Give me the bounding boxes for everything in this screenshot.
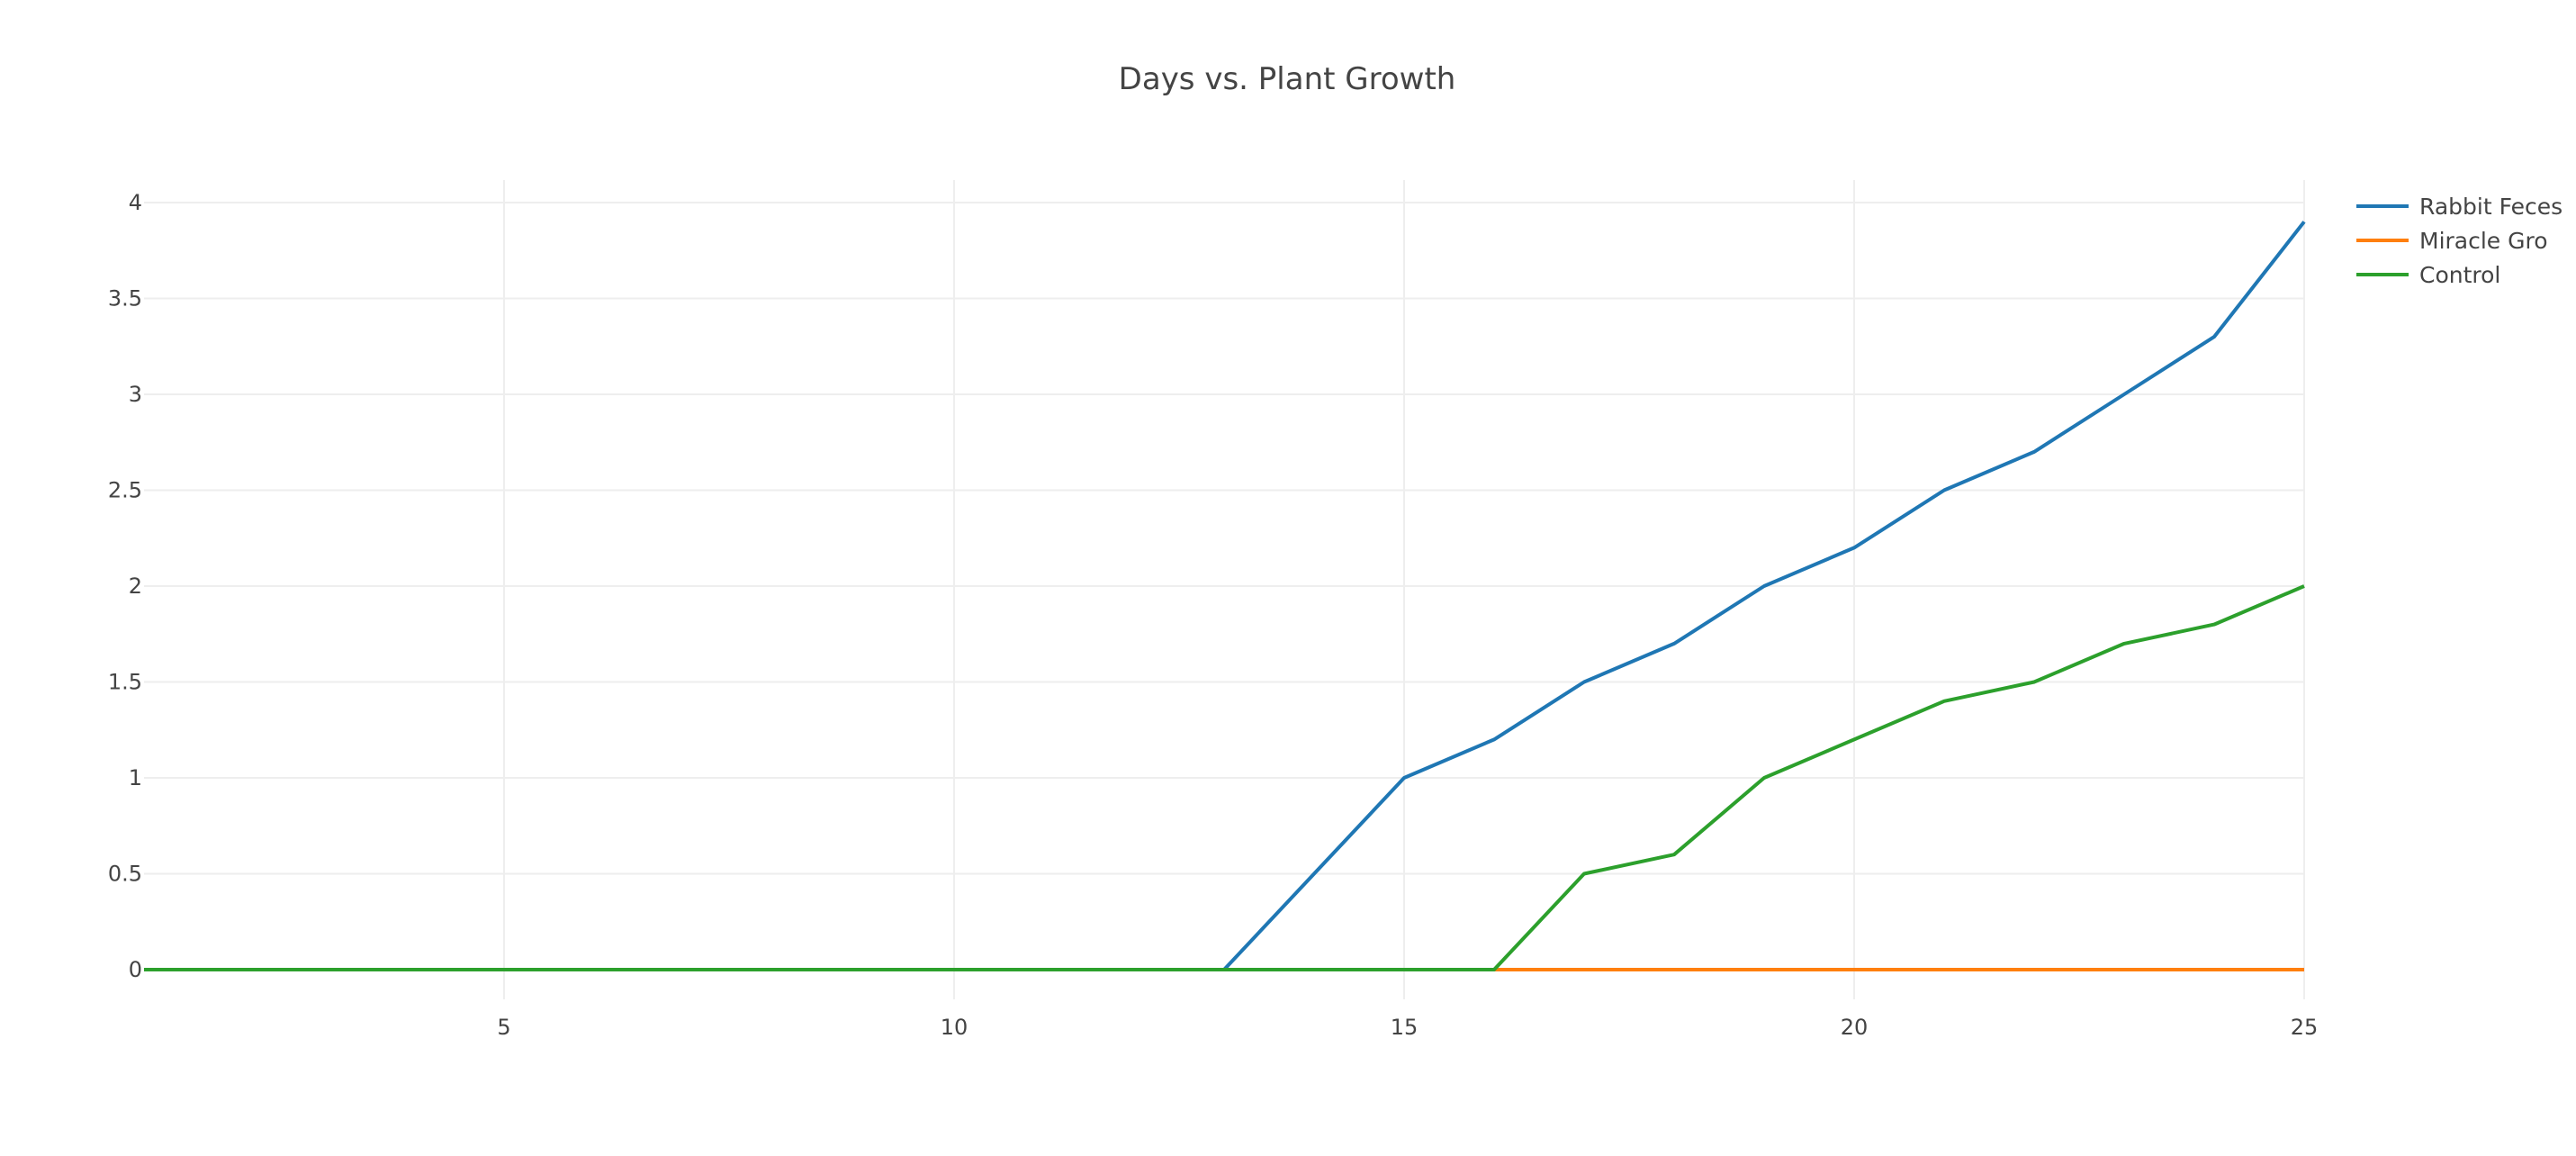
legend-item[interactable]: Rabbit Feces	[2356, 194, 2562, 220]
y-tick-label: 4	[129, 190, 142, 215]
legend-label: Miracle Gro	[2419, 228, 2548, 254]
y-tick-label: 0	[129, 957, 142, 982]
x-tick-label: 25	[2291, 1015, 2319, 1040]
y-tick-label: 1.5	[108, 670, 142, 695]
chart-title: Days vs. Plant Growth	[1119, 61, 1456, 97]
x-tick-label: 5	[497, 1015, 510, 1040]
plot-area	[144, 221, 2306, 971]
x-axis: 5 10 15 20 25	[497, 1015, 2318, 1040]
x-tick-label: 10	[941, 1015, 968, 1040]
legend-label: Rabbit Feces	[2419, 194, 2562, 220]
legend-label: Control	[2419, 262, 2500, 288]
series-line-rabbit-feces	[144, 221, 2306, 971]
y-tick-label: 1	[129, 765, 142, 790]
y-tick-label: 0.5	[108, 862, 142, 887]
legend-item[interactable]: Control	[2356, 262, 2500, 288]
y-axis: 0 0.5 1 1.5 2 2.5 3 3.5 4	[108, 190, 142, 982]
y-tick-label: 3.5	[108, 286, 142, 312]
legend[interactable]: Rabbit Feces Miracle Gro Control	[2356, 194, 2562, 288]
y-tick-label: 2.5	[108, 478, 142, 503]
x-tick-label: 20	[1841, 1015, 1869, 1040]
legend-item[interactable]: Miracle Gro	[2356, 228, 2548, 254]
y-tick-label: 3	[129, 382, 142, 407]
grid	[144, 180, 2305, 999]
x-tick-label: 15	[1391, 1015, 1419, 1040]
y-tick-label: 2	[129, 573, 142, 599]
series-line-control	[144, 584, 2305, 971]
